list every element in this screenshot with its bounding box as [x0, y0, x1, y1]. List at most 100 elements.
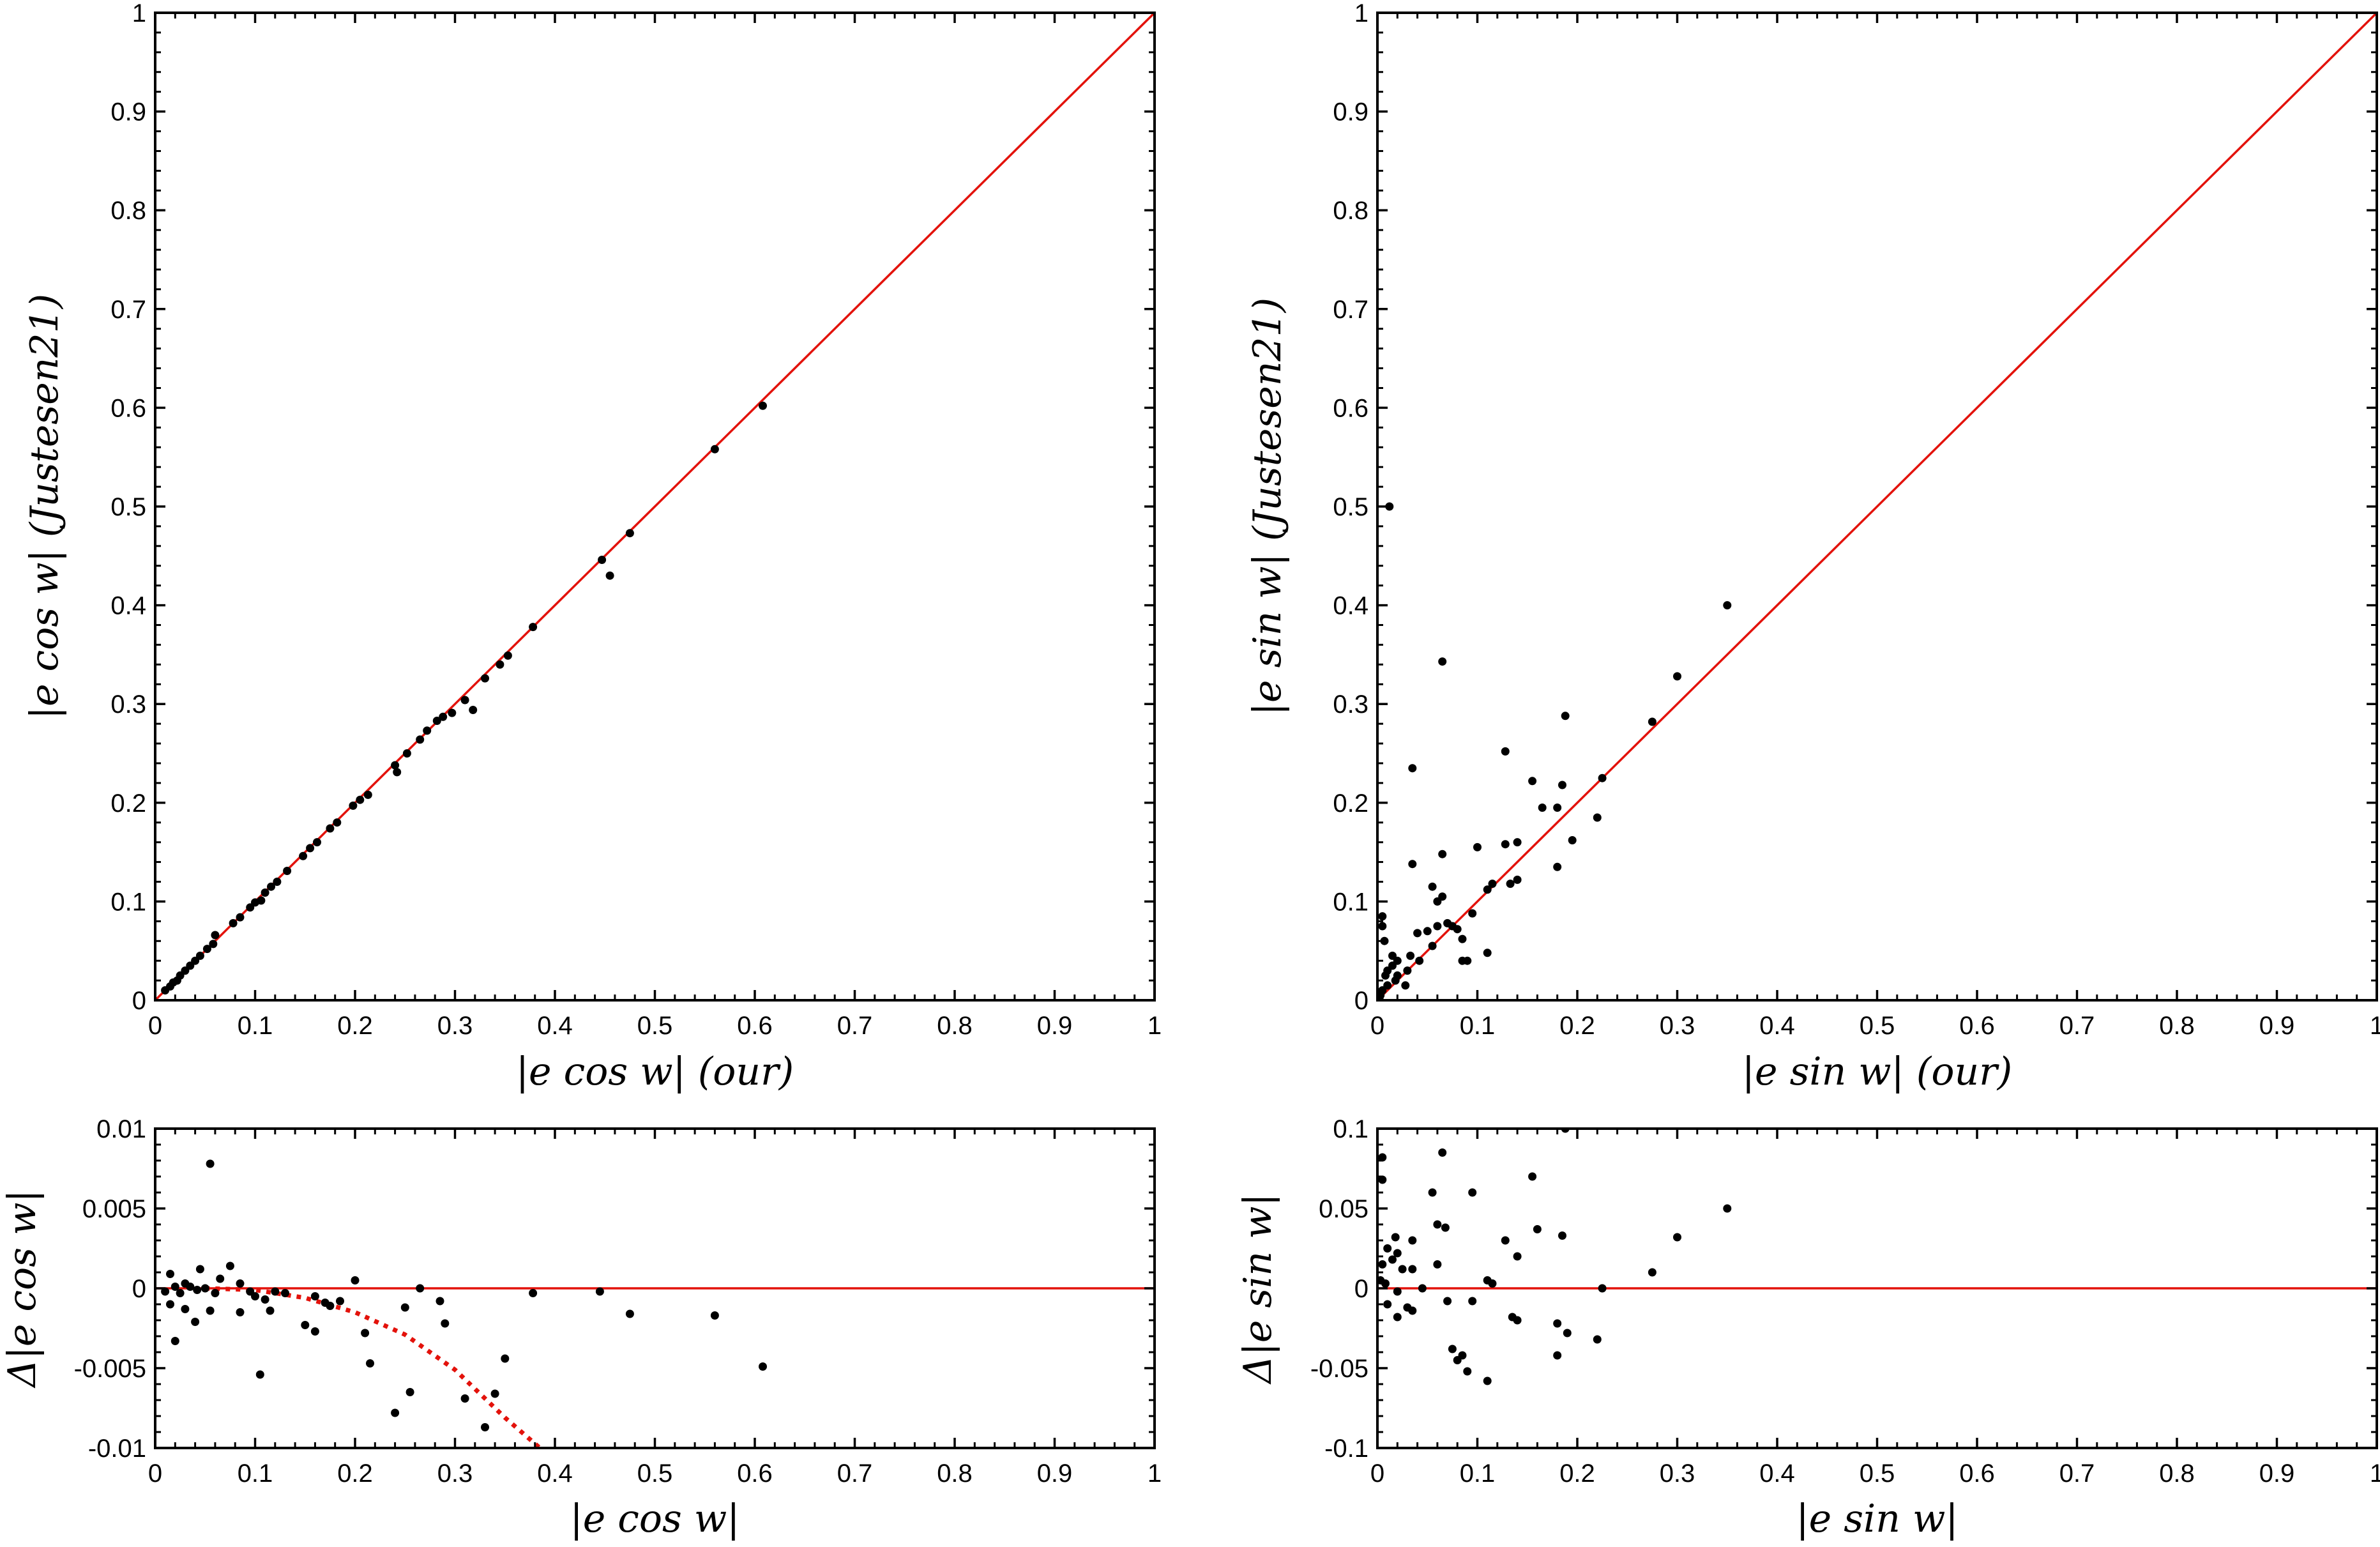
esin-main-point-48: [1385, 502, 1394, 511]
ecos-main-y-tick-label: 0: [132, 987, 146, 1015]
esin-residual-x-tick-label: 0.4: [1759, 1459, 1795, 1488]
ecos-residual-point-26: [206, 1306, 215, 1315]
ecos-main-point-5: [529, 623, 538, 632]
ecos-main-point-26: [299, 851, 308, 860]
ecos-main-point-0: [759, 401, 767, 410]
ecos-main-point-22: [333, 818, 342, 827]
ecos-main-point-29: [267, 882, 275, 891]
ecos-residual-x-tick-label: 1: [1148, 1459, 1162, 1488]
ecos-residual-x-tick-label: 0.1: [238, 1459, 273, 1488]
esin-residual-point-14: [1383, 1244, 1392, 1253]
esin-main-x-axis-title: |e sin w| (our): [1742, 1049, 2012, 1094]
esin-main-point-52: [1380, 936, 1389, 945]
ecos-main-point-18: [393, 768, 402, 777]
ecos-main-point-15: [416, 735, 425, 744]
ecos-residual-point-11: [186, 1283, 195, 1291]
esin-residual-x-tick-label: 0.2: [1559, 1459, 1595, 1488]
esin-main-y-tick-label: 0.9: [1333, 98, 1368, 126]
ecos-main-point-4: [605, 571, 614, 580]
esin-main-point-38: [1408, 764, 1417, 773]
ecos-residual-point-41: [406, 1388, 414, 1396]
ecos-main-y-tick-label: 0.8: [110, 197, 146, 225]
esin-main-point-1: [1673, 672, 1681, 681]
ecos-main-x-tick-label: 0.2: [337, 1012, 373, 1040]
ecos-residual-point-14: [211, 1289, 220, 1297]
ecos-residual-x-axis-title: |e cos w|: [570, 1497, 740, 1541]
esin-residual-point-6: [1468, 1188, 1477, 1197]
panel-ecos-main-marks: [155, 13, 1155, 1000]
ecos-residual-point-20: [310, 1292, 319, 1300]
ecos-residual-point-5: [216, 1274, 225, 1283]
esin-residual-point-35: [1393, 1313, 1402, 1322]
ecos-main-x-axis-title: |e cos w| (our): [516, 1049, 794, 1094]
esin-main-point-31: [1433, 897, 1442, 906]
ecos-main-point-35: [229, 918, 238, 927]
ecos-residual-point-32: [310, 1327, 319, 1336]
ecos-residual-point-34: [400, 1303, 409, 1312]
esin-residual-point-23: [1513, 1252, 1522, 1261]
ecos-main-x-tick-label: 0.9: [1037, 1012, 1073, 1040]
esin-main-y-tick-label: 0.6: [1333, 394, 1368, 422]
esin-main-x-tick-label: 0.7: [2059, 1012, 2095, 1040]
esin-main-point-10: [1538, 804, 1547, 812]
esin-main-y-tick-label: 0: [1354, 987, 1368, 1015]
esin-main-point-32: [1433, 922, 1442, 931]
ecos-residual-y-tick-label: -0.005: [74, 1355, 146, 1383]
esin-residual-point-5: [1428, 1188, 1437, 1197]
esin-main-point-20: [1473, 842, 1482, 851]
ecos-residual-point-29: [171, 1337, 179, 1345]
esin-residual-point-46: [1458, 1351, 1467, 1360]
ecos-residual-point-40: [391, 1408, 400, 1417]
ecos-main-point-10: [460, 696, 469, 705]
panel-ecos-main-ticks: 0 0.1 0.2 0.3 0.4 0.5 0.6 0.7 0.8 0.9 1 0 0.1 0.2 0.3 0…: [110, 0, 1162, 1040]
esin-main-point-2: [1648, 717, 1656, 726]
ecos-residual-point-50: [759, 1362, 767, 1371]
esin-residual-x-tick-label: 1: [2370, 1459, 2380, 1488]
ecos-main-point-14: [423, 726, 432, 735]
esin-residual-point-11: [1391, 1233, 1400, 1242]
esin-main-point-4: [1593, 813, 1602, 822]
ecos-residual-point-12: [193, 1286, 202, 1294]
ecos-main-y-tick-label: 0.7: [110, 296, 146, 324]
esin-residual-point-10: [1533, 1225, 1542, 1233]
ecos-main-y-tick-label: 0.6: [110, 394, 146, 422]
ecos-residual-y-tick-label: 0: [132, 1275, 146, 1303]
ecos-residual-x-tick-label: 0.5: [637, 1459, 673, 1488]
esin-residual-point-4: [1528, 1172, 1537, 1181]
esin-residual-x-tick-label: 0.5: [1860, 1459, 1895, 1488]
ecos-residual-x-tick-label: 0.8: [937, 1459, 973, 1488]
esin-main-y-tick-label: 0.7: [1333, 296, 1368, 324]
esin-residual-x-tick-label: 0: [1370, 1459, 1384, 1488]
ecos-main-point-17: [391, 761, 400, 770]
ecos-main-y-tick-label: 0.9: [110, 98, 146, 126]
ecos-main-point-2: [625, 529, 634, 538]
esin-main-point-46: [1388, 951, 1397, 960]
ecos-main-point-24: [313, 838, 321, 847]
esin-main-point-13: [1513, 838, 1522, 847]
esin-main-point-14: [1506, 880, 1515, 888]
ecos-residual-x-tick-label: 0.4: [537, 1459, 573, 1488]
ecos-main-point-1: [710, 445, 719, 453]
panel-ecos-residual-ticks: 0 0.1 0.2 0.3 0.4 0.5 0.6 0.7 0.8 0.9 1 -0.01 -0.005…: [74, 1115, 1162, 1488]
ecos-residual-point-46: [529, 1289, 538, 1297]
esin-residual-point-16: [1408, 1236, 1417, 1245]
ecos-main-point-47: [161, 986, 170, 995]
esin-residual-y-axis-title: Δ|e sin w|: [1236, 1193, 1280, 1384]
ecos-main-point-3: [598, 556, 607, 564]
ecos-main-point-16: [402, 749, 411, 758]
ecos-residual-point-23: [336, 1297, 344, 1306]
ecos-residual-point-43: [481, 1423, 489, 1431]
ecos-residual-y-axis-title: Δ|e cos w|: [0, 1189, 45, 1388]
ecos-main-y-tick-label: 0.2: [110, 789, 146, 818]
esin-main-x-tick-label: 1: [2370, 1012, 2380, 1040]
ecos-main-x-tick-label: 0: [148, 1012, 162, 1040]
ecos-main-x-tick-label: 0.5: [637, 1012, 673, 1040]
ecos-residual-point-3: [195, 1265, 204, 1274]
ecos-main-point-25: [306, 844, 315, 853]
esin-main-point-28: [1438, 657, 1447, 666]
esin-residual-point-21: [1433, 1260, 1442, 1269]
ecos-residual-point-35: [416, 1284, 425, 1293]
ecos-residual-point-19: [281, 1289, 289, 1297]
esin-residual-x-tick-label: 0.3: [1660, 1459, 1695, 1488]
esin-residual-point-3: [1378, 1175, 1387, 1184]
